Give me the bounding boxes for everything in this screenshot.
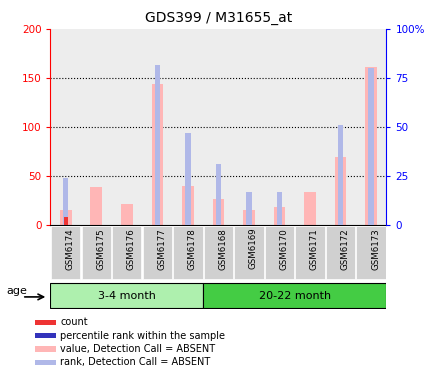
Text: GSM6174: GSM6174 [66, 228, 74, 270]
Bar [50, 29, 81, 225]
Bar [325, 29, 355, 225]
Bar [142, 29, 172, 225]
Bar [121, 203, 132, 225]
Text: count: count [60, 317, 88, 328]
Bar [212, 199, 224, 225]
Bar [203, 226, 233, 279]
Bar [334, 157, 346, 225]
Bar [35, 320, 56, 325]
Bar [81, 226, 111, 279]
Bar [243, 210, 254, 225]
Bar [173, 226, 202, 279]
Bar [182, 186, 193, 225]
Bar [154, 64, 160, 225]
Text: GSM6170: GSM6170 [279, 228, 288, 270]
Bar [185, 133, 190, 225]
Bar [35, 360, 56, 365]
Bar [273, 208, 285, 225]
Text: GSM6171: GSM6171 [309, 228, 318, 270]
Bar [304, 192, 315, 225]
Bar [60, 210, 71, 225]
Bar [264, 226, 293, 279]
Bar [81, 29, 111, 225]
Bar [90, 187, 102, 225]
Bar [51, 226, 80, 279]
Text: GSM6178: GSM6178 [187, 228, 196, 270]
Bar [111, 29, 142, 225]
Bar [63, 178, 68, 225]
Bar [364, 67, 376, 225]
Bar [355, 29, 385, 225]
Text: GSM6173: GSM6173 [370, 228, 379, 270]
Bar [325, 226, 354, 279]
Bar [264, 29, 294, 225]
Bar [142, 226, 172, 279]
Text: GSM6168: GSM6168 [218, 228, 227, 270]
Bar [112, 226, 141, 279]
Text: GSM6172: GSM6172 [340, 228, 349, 270]
Bar [203, 283, 385, 308]
Text: GSM6169: GSM6169 [248, 228, 258, 269]
Bar [233, 29, 264, 225]
Text: 20-22 month: 20-22 month [258, 291, 330, 300]
Bar [35, 333, 56, 339]
Text: 3-4 month: 3-4 month [98, 291, 155, 300]
Bar [294, 29, 325, 225]
Bar [276, 192, 282, 225]
Text: GSM6177: GSM6177 [157, 228, 166, 270]
Bar [234, 226, 263, 279]
Text: GSM6175: GSM6175 [96, 228, 105, 270]
Bar [337, 125, 343, 225]
Text: rank, Detection Call = ABSENT: rank, Detection Call = ABSENT [60, 357, 210, 366]
Text: GSM6176: GSM6176 [127, 228, 135, 270]
Title: GDS399 / M31655_at: GDS399 / M31655_at [145, 11, 291, 26]
Bar [151, 84, 163, 225]
Bar [50, 283, 203, 308]
Text: age: age [7, 287, 28, 296]
Bar [35, 346, 56, 352]
Text: percentile rank within the sample: percentile rank within the sample [60, 331, 225, 341]
Bar [367, 68, 373, 225]
Bar [295, 226, 324, 279]
Bar [215, 164, 221, 225]
Bar [172, 29, 203, 225]
Text: value, Detection Call = ABSENT: value, Detection Call = ABSENT [60, 344, 215, 354]
Bar [356, 226, 385, 279]
Bar [246, 192, 251, 225]
Bar [203, 29, 233, 225]
Bar [64, 217, 67, 225]
